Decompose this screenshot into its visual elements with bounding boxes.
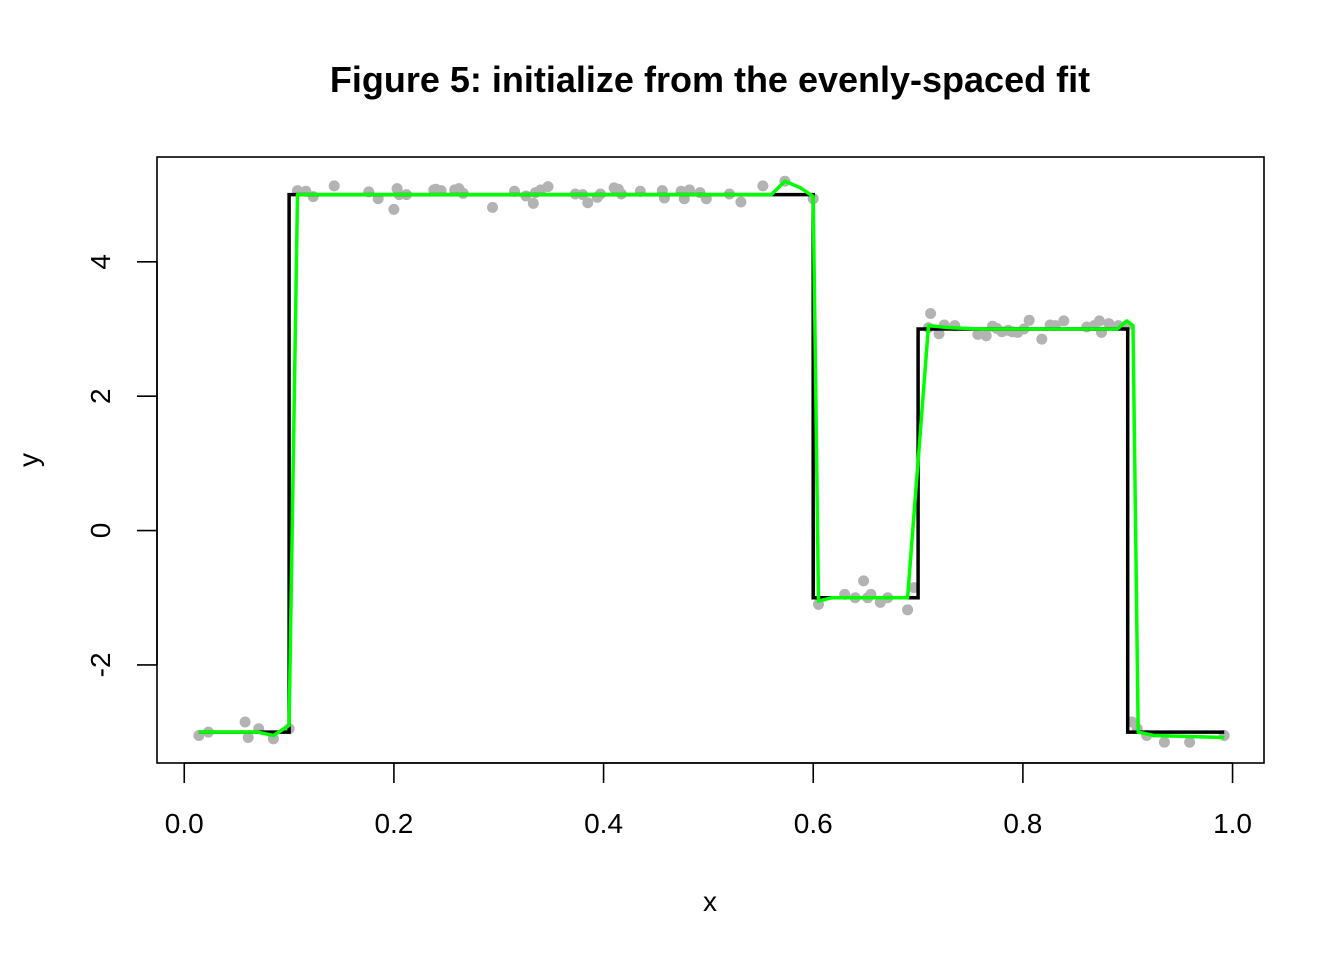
fitted-curve-line xyxy=(198,179,1225,740)
data-point xyxy=(980,330,992,342)
x-tick-label: 0.8 xyxy=(1003,808,1042,839)
data-point xyxy=(925,308,937,319)
plot-frame xyxy=(156,156,1265,764)
data-point xyxy=(735,196,747,208)
data-point xyxy=(1184,736,1196,748)
data-point xyxy=(1093,315,1105,327)
points-layer xyxy=(193,175,1230,748)
data-point xyxy=(542,181,554,193)
y-axis-label: y xyxy=(13,453,44,467)
data-point xyxy=(527,197,539,209)
x-tick-label: 0.2 xyxy=(374,808,413,839)
y-tick-label: -2 xyxy=(85,652,116,677)
chart-title: Figure 5: initialize from the evenly-spa… xyxy=(330,59,1090,100)
data-point xyxy=(307,191,319,203)
data-point xyxy=(1103,318,1115,330)
true-function-layer xyxy=(198,192,1225,734)
x-tick-label: 0.4 xyxy=(584,808,623,839)
y-tick-label: 4 xyxy=(85,254,116,270)
data-point xyxy=(239,716,251,728)
data-point xyxy=(757,180,769,192)
y-axis: -2 0 2 4 xyxy=(85,254,158,677)
data-point xyxy=(388,203,400,215)
data-point xyxy=(328,180,340,192)
data-point xyxy=(684,184,695,196)
data-point xyxy=(1023,314,1035,326)
data-point xyxy=(1036,333,1048,345)
data-point xyxy=(1158,736,1170,748)
data-point xyxy=(487,201,498,213)
y-tick-label: 2 xyxy=(85,388,116,404)
x-tick-label: 0.0 xyxy=(165,808,204,839)
y-tick-label: 0 xyxy=(85,523,116,539)
true-function-line xyxy=(198,192,1225,734)
x-tick-label: 0.6 xyxy=(794,808,833,839)
data-point xyxy=(933,328,945,340)
data-point xyxy=(902,604,914,616)
x-axis-label: x xyxy=(703,886,717,917)
fitted-curve-layer xyxy=(198,179,1225,740)
x-axis: 0.0 0.2 0.4 0.6 0.8 1.0 xyxy=(165,762,1252,839)
data-point xyxy=(972,328,984,340)
x-tick-label: 1.0 xyxy=(1213,808,1252,839)
data-point xyxy=(242,732,254,743)
data-point xyxy=(1058,315,1070,327)
data-point xyxy=(582,197,594,209)
data-point xyxy=(858,575,870,587)
